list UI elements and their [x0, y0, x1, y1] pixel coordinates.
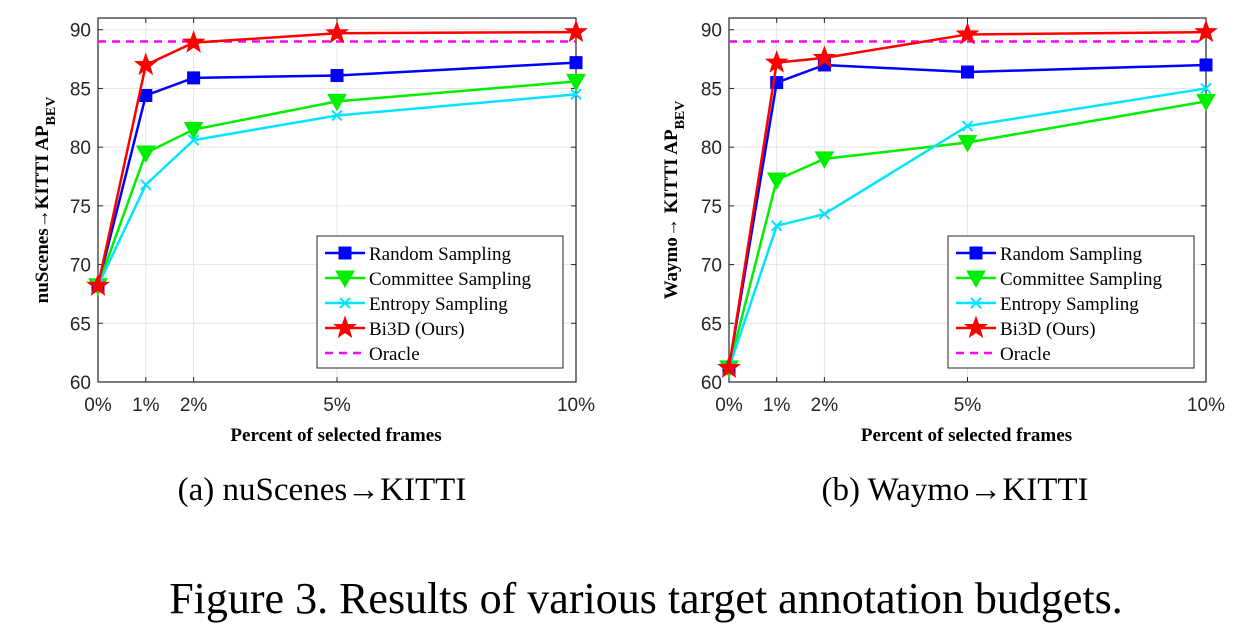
- y-axis-label: Waymo→ KITTI APBEV: [661, 101, 688, 300]
- data-point-bi3d-ours: [86, 273, 110, 296]
- legend-marker: [335, 270, 355, 289]
- x-tick-label: 1%: [132, 395, 160, 416]
- data-point-random-sampling: [1199, 58, 1213, 72]
- data-point-bi3d-ours: [133, 52, 158, 76]
- y-tick-label: 60: [70, 373, 91, 394]
- legend-marker: [339, 297, 351, 309]
- data-point-entropy-sampling: [770, 220, 783, 232]
- data-point-entropy-sampling: [570, 88, 582, 101]
- x-tick-label: 0%: [84, 395, 112, 416]
- legend-marker: [338, 246, 352, 260]
- data-point-bi3d-ours: [955, 21, 980, 45]
- y-tick-label: 75: [70, 197, 91, 218]
- chart-panel-a: 60 65 70 75 80 85 90 0% 1% 2% 5% 10% Percent of sele…: [32, 17, 595, 508]
- subfigure-caption: (b) Waymo→KITTI: [821, 472, 1088, 508]
- legend-marker: [969, 246, 983, 260]
- y-tick-label: 70: [701, 256, 722, 277]
- legend-marker: [970, 297, 982, 309]
- legend-entry: Oracle: [369, 344, 420, 365]
- y-tick-label: 85: [701, 79, 722, 100]
- legend-marker: [333, 315, 357, 339]
- data-point-committee-sampling: [957, 134, 978, 153]
- data-point-bi3d-ours: [812, 45, 837, 69]
- data-point-random-sampling: [569, 56, 583, 70]
- y-tick-label: 80: [701, 138, 722, 159]
- legend-entry: Random Sampling: [1000, 244, 1142, 265]
- legend-marker: [964, 315, 988, 339]
- y-tick-label: 65: [701, 314, 722, 335]
- legend-entry: Committee Sampling: [1000, 269, 1163, 290]
- data-point-entropy-sampling: [187, 134, 200, 146]
- legend-entry: Oracle: [1000, 344, 1051, 365]
- subfigure-caption: (a) nuScenes→KITTI: [178, 472, 467, 508]
- x-tick-label: 5%: [954, 395, 982, 416]
- x-tick-label: 2%: [180, 395, 208, 416]
- data-point-committee-sampling: [183, 122, 204, 140]
- data-point-bi3d-ours: [1194, 19, 1218, 43]
- data-point-random-sampling: [330, 69, 344, 83]
- data-point-entropy-sampling: [961, 120, 974, 132]
- data-point-bi3d-ours: [764, 50, 789, 73]
- data-point-committee-sampling: [1196, 93, 1216, 112]
- data-point-committee-sampling: [814, 151, 835, 169]
- legend-entry: Committee Sampling: [369, 269, 532, 290]
- legend-entry: Bi3D (Ours): [1000, 319, 1096, 340]
- chart-panel-b: 60 65 70 75 80 85 90 0% 1% 2% 5% 10% Percent of sele…: [661, 17, 1225, 508]
- x-tick-label: 5%: [323, 395, 351, 416]
- x-tick-label: 1%: [763, 395, 791, 416]
- y-tick-label: 90: [701, 21, 722, 42]
- y-tick-label: 90: [70, 21, 91, 42]
- legend: Random Sampling Committee Sampling Entropy…: [947, 235, 1195, 369]
- data-point-bi3d-ours: [564, 19, 588, 43]
- y-tick-label: 65: [70, 314, 91, 335]
- y-tick-label: 75: [701, 197, 722, 218]
- y-tick-label: 60: [701, 373, 722, 394]
- data-point-committee-sampling: [566, 73, 586, 92]
- legend-entry: Random Sampling: [369, 244, 511, 265]
- x-axis-label: Percent of selected frames: [861, 425, 1072, 446]
- x-tick-label: 2%: [811, 395, 839, 416]
- data-point-committee-sampling: [135, 145, 156, 164]
- data-point-entropy-sampling: [818, 208, 831, 220]
- data-point-committee-sampling: [327, 93, 347, 112]
- legend-entry: Entropy Sampling: [1000, 294, 1139, 315]
- data-point-bi3d-ours: [325, 20, 349, 44]
- data-point-entropy-sampling: [140, 179, 152, 191]
- x-tick-label: 10%: [557, 395, 595, 416]
- y-axis-label: nuScenes→KITTI APBEV: [32, 97, 59, 304]
- legend-marker: [966, 270, 986, 289]
- x-tick-label: 0%: [715, 395, 743, 416]
- data-point-entropy-sampling: [331, 109, 343, 122]
- data-point-bi3d-ours: [717, 355, 741, 379]
- x-axis-label: Percent of selected frames: [230, 425, 441, 446]
- data-point-entropy-sampling: [1200, 82, 1212, 95]
- data-point-bi3d-ours: [181, 30, 206, 53]
- data-point-committee-sampling: [766, 172, 787, 191]
- x-tick-label: 10%: [1187, 395, 1225, 416]
- figure-caption: Figure 3. Results of various target anno…: [169, 574, 1123, 623]
- data-point-random-sampling: [961, 65, 974, 79]
- legend-entry: Bi3D (Ours): [369, 319, 465, 340]
- legend: Random Sampling Committee Sampling Entropy…: [316, 235, 564, 369]
- data-point-random-sampling: [139, 88, 153, 102]
- y-tick-label: 80: [70, 138, 91, 159]
- y-tick-label: 85: [70, 79, 91, 100]
- data-point-random-sampling: [187, 71, 201, 85]
- y-tick-label: 70: [70, 256, 91, 277]
- legend-entry: Entropy Sampling: [369, 294, 508, 315]
